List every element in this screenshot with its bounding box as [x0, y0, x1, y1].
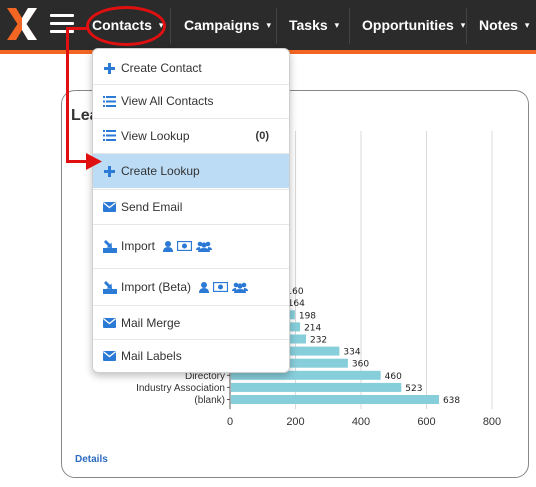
- card-title: Lea: [71, 107, 99, 124]
- annotation-highlight-ellipse: [86, 6, 166, 46]
- menu-divider: [93, 339, 289, 340]
- nav-divider: [170, 8, 171, 44]
- menu-item-create-contact[interactable]: Create Contact: [93, 53, 289, 83]
- chart-bar[interactable]: [231, 382, 402, 392]
- bar-value-label: 523: [405, 384, 422, 394]
- chart-bar[interactable]: [231, 370, 381, 380]
- annotation-arrow-line: [66, 160, 88, 163]
- list-icon: [102, 94, 117, 108]
- y-category-label: (blank): [194, 395, 225, 406]
- chevron-down-icon: ▾: [266, 19, 271, 30]
- import-icon: [102, 239, 117, 253]
- nav-tasks[interactable]: Tasks ▾: [289, 0, 339, 50]
- envelope-icon: [102, 200, 117, 214]
- bar-value-label: 214: [304, 323, 321, 333]
- menu-divider: [93, 268, 289, 269]
- plus-icon: [102, 61, 117, 75]
- menu-item-label: Create Contact: [121, 61, 202, 75]
- money-icon: [177, 241, 193, 251]
- menu-item-label: Send Email: [121, 199, 183, 214]
- menu-divider: [93, 118, 289, 119]
- bar-value-label: 198: [299, 311, 316, 321]
- menu-item-view-all-contacts[interactable]: View All Contacts: [93, 86, 289, 116]
- bar-value-label: 334: [343, 348, 360, 358]
- plus-icon: [102, 164, 117, 178]
- import-icon: [102, 280, 117, 294]
- nav-divider: [349, 8, 350, 44]
- nav-notes[interactable]: Notes ▾: [479, 0, 529, 50]
- x-tick-label: 400: [352, 416, 370, 428]
- hamburger-menu-icon[interactable]: [50, 14, 74, 34]
- user-icon: [199, 281, 210, 293]
- menu-divider: [93, 305, 289, 306]
- x-tick-label: 800: [483, 416, 501, 428]
- menu-item-mail-merge[interactable]: Mail Merge: [93, 306, 289, 339]
- menu-divider: [93, 84, 289, 85]
- bar-value-label: 232: [310, 336, 327, 346]
- bar-value-label: 160: [286, 287, 303, 297]
- menu-divider: [93, 153, 289, 154]
- nav-campaigns-label: Campaigns: [184, 17, 260, 33]
- menu-item-label: Create Lookup: [121, 164, 200, 178]
- money-icon: [213, 282, 229, 292]
- y-category-label: Industry Association: [136, 383, 225, 394]
- nav-notes-label: Notes: [479, 17, 518, 33]
- nav-campaigns[interactable]: Campaigns ▾: [184, 0, 271, 50]
- menu-item-send-email[interactable]: Send Email: [93, 190, 289, 223]
- x-tick-label: 200: [286, 416, 304, 428]
- nav-opportunities[interactable]: Opportunities ▾: [362, 0, 465, 50]
- annotation-arrow-line: [66, 27, 69, 163]
- envelope-icon: [102, 349, 117, 363]
- lookup-count-badge: (0): [255, 129, 269, 142]
- chevron-down-icon: ▾: [524, 19, 530, 30]
- menu-divider: [93, 224, 289, 225]
- bar-value-label: 460: [385, 372, 402, 382]
- annotation-arrow-line: [66, 27, 88, 30]
- menu-divider: [93, 189, 289, 190]
- nav-opportunities-label: Opportunities: [362, 17, 454, 33]
- details-link[interactable]: Details: [75, 454, 108, 465]
- menu-item-view-lookup[interactable]: View Lookup (0): [93, 120, 289, 151]
- nav-tasks-label: Tasks: [289, 17, 328, 33]
- bar-value-label: 638: [443, 396, 460, 406]
- menu-item-create-lookup[interactable]: Create Lookup: [93, 154, 289, 188]
- envelope-icon: [102, 316, 117, 330]
- x-tick-label: 0: [227, 416, 233, 428]
- menu-item-label: Import (Beta): [121, 280, 192, 294]
- menu-item-label: Mail Merge: [121, 315, 181, 330]
- chevron-down-icon: ▾: [460, 19, 466, 30]
- x-tick-label: 600: [417, 416, 435, 428]
- app-logo-icon[interactable]: [7, 8, 37, 40]
- menu-item-label: Mail Labels: [121, 349, 182, 363]
- contacts-dropdown-menu: Create Contact View All Contacts View Lo…: [92, 48, 290, 373]
- menu-item-label: Import: [121, 239, 156, 253]
- annotation-arrow-head-icon: [86, 153, 102, 170]
- users-icon: [196, 241, 213, 252]
- chevron-down-icon: ▾: [334, 19, 340, 30]
- menu-item-label: View All Contacts: [121, 94, 214, 108]
- list-icon: [102, 129, 117, 143]
- user-icon: [163, 240, 174, 252]
- users-icon: [232, 282, 249, 293]
- nav-divider: [276, 8, 277, 44]
- menu-item-import[interactable]: Import: [93, 225, 289, 267]
- menu-item-label: View Lookup: [121, 128, 190, 143]
- bar-value-label: 164: [288, 299, 305, 309]
- bar-value-label: 360: [352, 360, 369, 370]
- y-category-label: Directory: [185, 371, 225, 382]
- chart-bar[interactable]: [231, 395, 439, 404]
- menu-item-mail-labels[interactable]: Mail Labels: [93, 340, 289, 372]
- menu-item-import-beta[interactable]: Import (Beta): [93, 269, 289, 305]
- nav-divider: [466, 8, 467, 44]
